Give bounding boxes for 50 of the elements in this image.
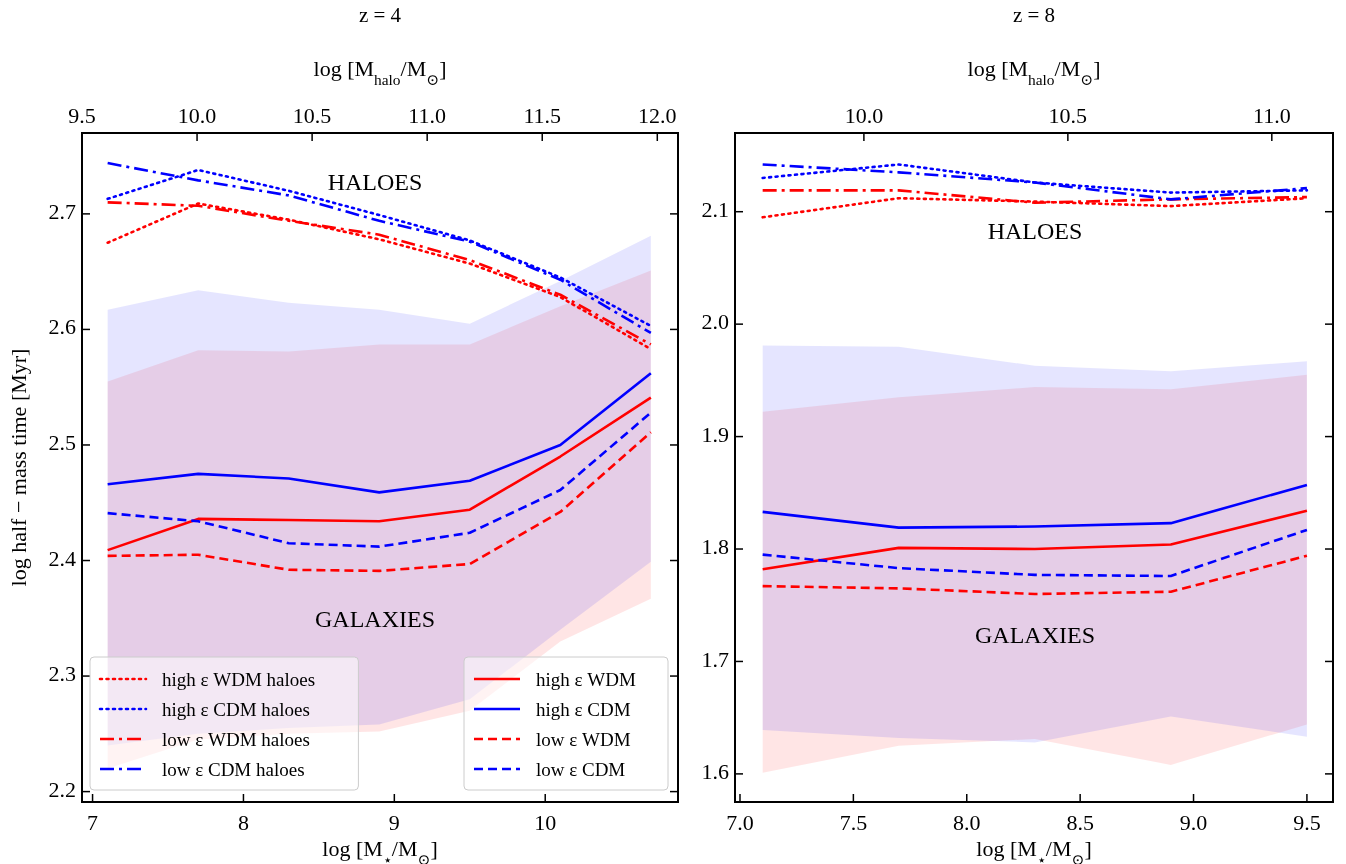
x-tick-label: 9.5 [1293, 810, 1321, 835]
x-tick-label: 7.0 [726, 810, 754, 835]
x2-axis-title: log [M$_{halo}$/M$_{⊙}$] [967, 56, 1101, 88]
y-tick-label: 2.0 [701, 309, 729, 335]
x-tick-label: 10 [534, 810, 557, 835]
x-axis-title: log [M$_{⋆}$/M$_{⊙}$] [976, 836, 1092, 864]
x2-tick-label: 10.0 [177, 103, 217, 128]
y-tick-label: 2.7 [48, 198, 76, 224]
legend-label: low ε CDM haloes [162, 759, 305, 780]
y-tick-label: 2.1 [701, 196, 729, 222]
annotation: GALAXIES [315, 606, 435, 632]
chart-title: z = 4 [358, 3, 402, 27]
x2-tick-label: 11.0 [408, 103, 447, 128]
y-tick-label: 2.2 [48, 776, 76, 802]
x-tick-label: 8 [237, 810, 249, 835]
y-tick-label: 2.5 [48, 430, 76, 456]
y-tick-label: 1.6 [701, 758, 729, 784]
y-tick-label: 1.8 [701, 534, 729, 560]
x2-tick-label: 10.5 [1048, 103, 1088, 128]
x2-tick-label: 11.0 [1252, 103, 1291, 128]
y-tick-label: 1.9 [701, 421, 729, 447]
chart-title: z = 8 [1012, 3, 1056, 27]
y-tick-label: 2.3 [48, 661, 76, 687]
x-tick-label: 7 [87, 810, 99, 835]
legend-label: high ε CDM haloes [162, 699, 310, 720]
annotation: HALOES [987, 218, 1083, 244]
x2-tick-label: 9.5 [68, 103, 96, 128]
x-tick-label: 9 [388, 810, 400, 835]
y-axis-title: log half − mass time [Myr] [6, 348, 31, 587]
legend-label: high ε CDM [536, 699, 631, 720]
legend-label: low ε CDM [536, 759, 626, 780]
y-tick-label: 1.7 [701, 646, 729, 672]
x2-tick-label: 10.0 [844, 103, 884, 128]
x-tick-label: 9.0 [1179, 810, 1208, 835]
x2-axis-title: log [M$_{halo}$/M$_{⊙}$] [313, 56, 447, 88]
y-tick-label: 2.4 [48, 545, 76, 571]
legend-label: high ε WDM haloes [162, 669, 316, 690]
legend-label: low ε WDM [536, 729, 631, 750]
legend-label: low ε WDM haloes [162, 729, 310, 750]
x2-tick-label: 12.0 [638, 103, 677, 128]
annotation: GALAXIES [975, 622, 1095, 648]
x-tick-label: 8.5 [1066, 810, 1094, 835]
x2-tick-label: 10.5 [292, 103, 332, 128]
x-tick-label: 8.0 [953, 810, 981, 835]
x-tick-label: 7.5 [839, 810, 868, 835]
x-axis-title: log [M$_{⋆}$/M$_{⊙}$] [322, 836, 438, 864]
annotation: HALOES [327, 169, 423, 195]
x2-tick-label: 11.5 [523, 103, 562, 128]
y-tick-label: 2.6 [48, 314, 76, 340]
legend-label: high ε WDM [536, 669, 636, 690]
